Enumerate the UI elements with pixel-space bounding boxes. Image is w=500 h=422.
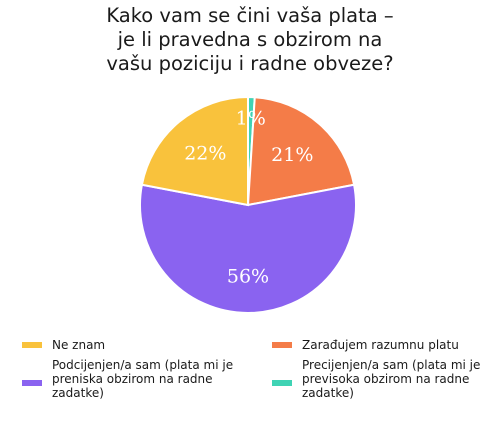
legend-label-ne-znam: Ne znam	[52, 338, 106, 352]
slice-podcijenjen-label: 56%	[227, 265, 269, 287]
slice-ne-znam	[140, 95, 249, 207]
legend-item-precijenjen: Precijenjen/a sam (plata mi je previsoka…	[272, 358, 480, 400]
legend: Ne znam Zarađujem razumnu platu Podcijen…	[22, 338, 492, 418]
slice-precijenjen-label: 1%	[236, 108, 266, 130]
legend-swatch-razumna-plata	[272, 342, 292, 348]
legend-swatch-podcijenjen	[22, 380, 42, 386]
chart-title-line-2: je li pravedna s obzirom na	[117, 28, 383, 51]
legend-swatch-precijenjen	[272, 380, 292, 386]
legend-label-razumna-plata: Zarađujem razumnu platu	[302, 338, 459, 352]
legend-label-precijenjen: Precijenjen/a sam (plata mi je previsoka…	[302, 358, 481, 400]
legend-swatch-ne-znam	[22, 342, 42, 348]
legend-item-ne-znam: Ne znam	[22, 338, 105, 352]
legend-label-podcijenjen: Podcijenjen/a sam (plata mi je preniska …	[52, 358, 234, 400]
chart-title: Kako vam se čini vaša plata – je li prav…	[60, 4, 440, 76]
slice-razumna-plata	[246, 96, 356, 207]
slice-razumna-plata-label: 21%	[271, 144, 313, 166]
legend-item-razumna-plata: Zarađujem razumnu platu	[272, 338, 459, 352]
legend-item-podcijenjen: Podcijenjen/a sam (plata mi je preniska …	[22, 358, 233, 400]
slice-podcijenjen	[139, 183, 357, 314]
chart-title-line-3: vašu poziciju i radne obveze?	[106, 52, 394, 75]
chart-title-line-1: Kako vam se čini vaša plata –	[106, 4, 394, 27]
slice-ne-znam-label: 22%	[184, 142, 226, 164]
